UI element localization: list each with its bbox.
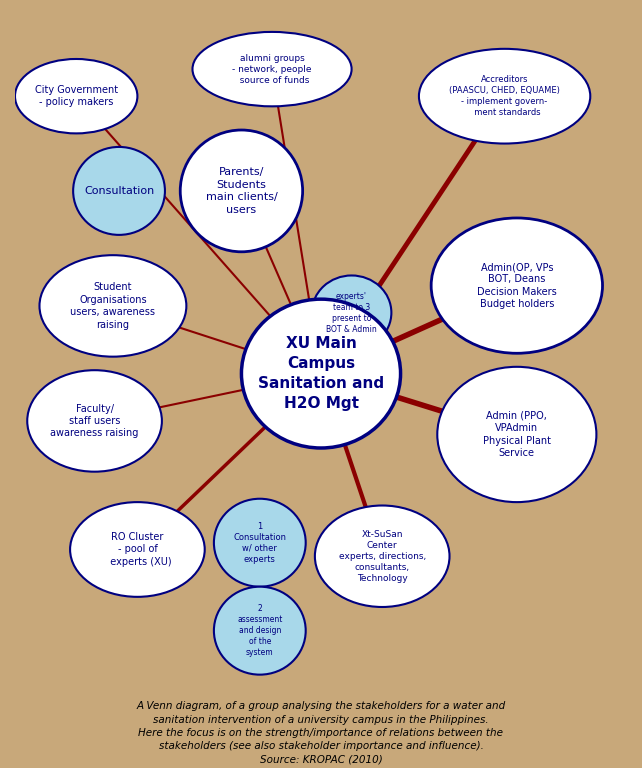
Text: Accreditors
(PAASCU, CHED, EQUAME)
- implement govern-
  ment standards: Accreditors (PAASCU, CHED, EQUAME) - imp… — [449, 75, 560, 118]
Ellipse shape — [315, 505, 449, 607]
Ellipse shape — [27, 370, 162, 472]
Text: Student
Organisations
users, awareness
raising: Student Organisations users, awareness r… — [71, 283, 155, 329]
Ellipse shape — [312, 276, 392, 350]
Text: A Venn diagram, of a group analysing the stakeholders for a water and
sanitation: A Venn diagram, of a group analysing the… — [136, 701, 506, 764]
Ellipse shape — [15, 59, 137, 134]
Text: Admin(OP, VPs
BOT, Deans
Decision Makers
Budget holders: Admin(OP, VPs BOT, Deans Decision Makers… — [477, 262, 557, 310]
Ellipse shape — [193, 32, 352, 106]
Ellipse shape — [73, 147, 165, 235]
Text: Xt-SuSan
Center
experts, directions,
consultants,
Technology: Xt-SuSan Center experts, directions, con… — [338, 530, 426, 583]
Ellipse shape — [214, 498, 306, 587]
Ellipse shape — [214, 587, 306, 674]
Text: XU Main
Campus
Sanitation and
H2O Mgt: XU Main Campus Sanitation and H2O Mgt — [258, 336, 384, 411]
Text: City Government
- policy makers: City Government - policy makers — [35, 85, 117, 108]
Text: RO Cluster
- pool of
  experts (XU): RO Cluster - pool of experts (XU) — [103, 532, 171, 567]
Ellipse shape — [431, 218, 603, 353]
Text: Consultation: Consultation — [84, 186, 154, 196]
Text: 2
assessment
and design
of the
system: 2 assessment and design of the system — [237, 604, 282, 657]
Ellipse shape — [241, 300, 401, 448]
Text: experts'
team to 3
present to
BOT & Admin: experts' team to 3 present to BOT & Admi… — [326, 292, 377, 334]
Ellipse shape — [419, 49, 590, 144]
Ellipse shape — [39, 255, 186, 356]
Ellipse shape — [437, 367, 596, 502]
Text: Parents/
Students
main clients/
users: Parents/ Students main clients/ users — [205, 167, 277, 214]
Text: 1
Consultation
w/ other
experts: 1 Consultation w/ other experts — [233, 521, 286, 564]
Ellipse shape — [70, 502, 205, 597]
Text: Faculty/
staff users
awareness raising: Faculty/ staff users awareness raising — [50, 403, 139, 439]
Text: alumni groups
- network, people
  source of funds: alumni groups - network, people source o… — [232, 54, 312, 84]
Ellipse shape — [180, 130, 302, 252]
Text: Admin (PPO,
VPAdmin
Physical Plant
Service: Admin (PPO, VPAdmin Physical Plant Servi… — [483, 411, 551, 458]
